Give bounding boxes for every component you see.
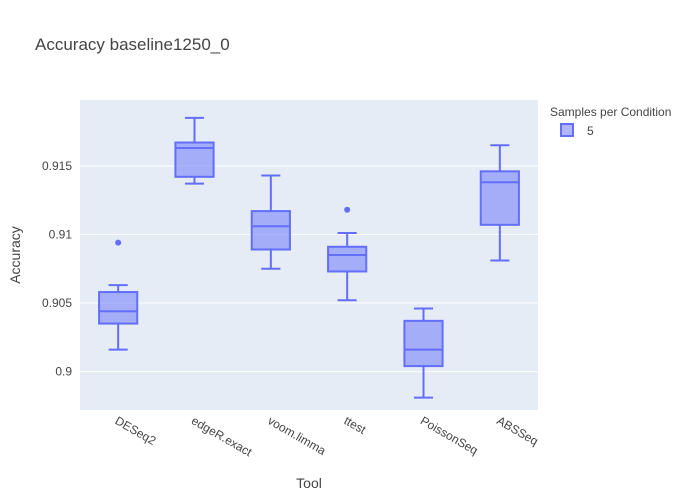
legend[interactable]: Samples per Condition 5 bbox=[550, 105, 671, 138]
x-tick-label: voom.limma bbox=[265, 413, 328, 458]
box-voom.limma[interactable] bbox=[250, 174, 291, 270]
x-tick-label: PoissonSeq bbox=[418, 413, 480, 457]
x-tick-label: ttest bbox=[342, 413, 369, 437]
y-tick-labels: 0.9 0.905 0.91 0.915 bbox=[42, 159, 72, 379]
grid bbox=[80, 165, 538, 373]
legend-swatch[interactable] bbox=[560, 123, 574, 137]
box-edgeR.exact[interactable] bbox=[174, 116, 215, 185]
x-tick-label: ABSSeq bbox=[494, 413, 540, 448]
box-iqr bbox=[250, 210, 291, 251]
y-axis-title: Accuracy bbox=[7, 226, 23, 284]
x-tick-label: edgeR.exact bbox=[189, 413, 255, 459]
plot-background bbox=[80, 100, 538, 410]
chart-title: Accuracy baseline1250_0 bbox=[35, 35, 230, 54]
legend-item-label: 5 bbox=[587, 124, 594, 138]
outlier-point[interactable] bbox=[344, 206, 351, 213]
y-tick-label: 0.915 bbox=[42, 159, 72, 173]
box-ttest[interactable] bbox=[327, 206, 368, 302]
x-tick-label: DESeq2 bbox=[113, 413, 159, 448]
x-tick-labels: DESeq2 edgeR.exact voom.limma ttest PoissonS… bbox=[113, 413, 541, 459]
box-ABSSeq[interactable] bbox=[479, 144, 520, 262]
boxes bbox=[98, 116, 520, 399]
outlier-point[interactable] bbox=[115, 239, 122, 246]
y-tick-label: 0.9 bbox=[55, 365, 72, 379]
box-iqr bbox=[479, 170, 520, 226]
x-axis-title: Tool bbox=[296, 475, 322, 491]
box-iqr bbox=[327, 245, 368, 273]
box-iqr bbox=[403, 319, 444, 368]
legend-title: Samples per Condition bbox=[550, 105, 671, 119]
y-tick-label: 0.91 bbox=[49, 227, 73, 241]
box-iqr bbox=[98, 291, 139, 325]
box-DESeq2[interactable] bbox=[98, 239, 139, 351]
box-PoissonSeq[interactable] bbox=[403, 307, 444, 399]
y-tick-label: 0.905 bbox=[42, 296, 72, 310]
